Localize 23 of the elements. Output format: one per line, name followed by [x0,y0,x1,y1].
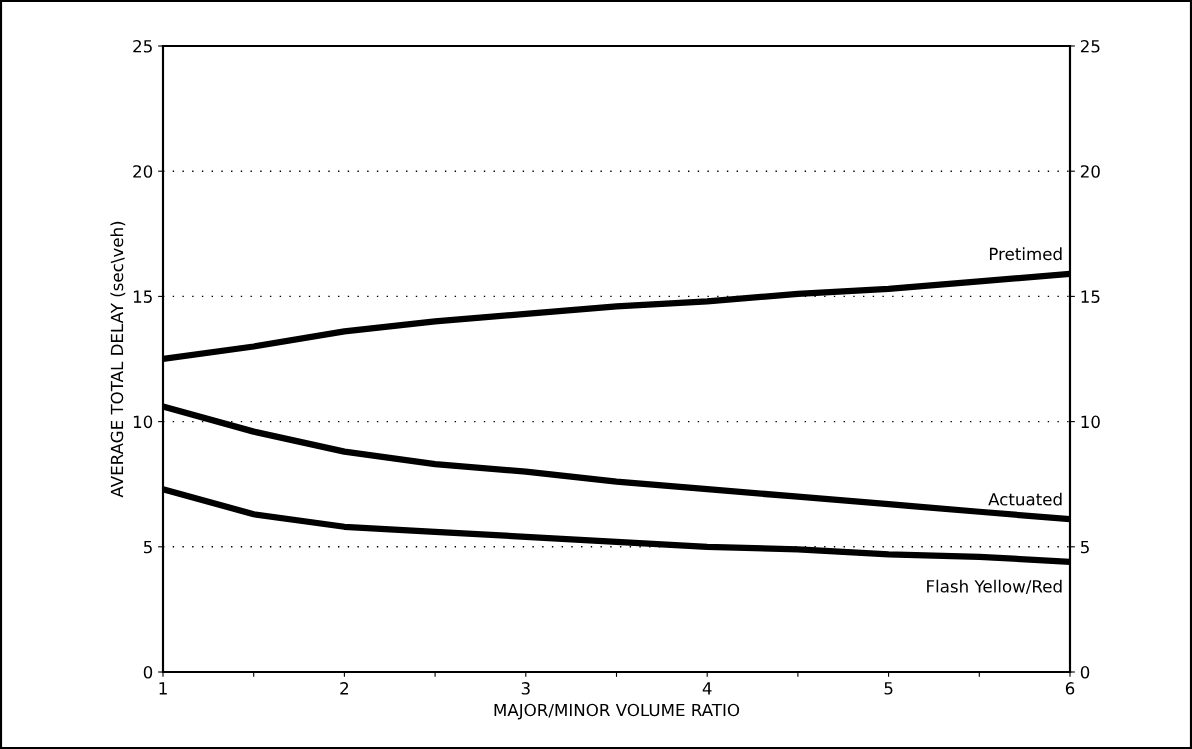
y2-tick-label: 15 [1081,290,1100,303]
series-label: Flash Yellow/Red [927,579,1062,594]
x-tick-label: 3 [521,682,530,695]
x-tick-label: 4 [702,682,712,695]
x-tick-label: 5 [884,682,893,695]
y-tick-label: 0 [143,665,153,679]
series-label: Pretimed [989,247,1062,261]
y2-tick-label: 5 [1081,540,1089,554]
y2-tick-label: 20 [1080,165,1100,178]
y-tick-label: 10 [133,415,153,429]
series-label: Actuated [988,492,1062,506]
x-axis-title: MAJOR/MINOR VOLUME RATIO [494,703,740,720]
x-tick-label: 1 [159,682,167,695]
y2-tick-label: 0 [1080,665,1090,679]
x-tick-label: 2 [340,682,349,695]
y2-tick-label: 25 [1080,39,1100,53]
y2-tick-label: 10 [1081,415,1100,429]
y-tick-label: 5 [143,540,152,554]
y-tick-label: 25 [133,39,152,53]
y-tick-label: 20 [133,165,153,178]
y-axis-title: AVERAGE TOTAL DELAY (sec\veh) [110,221,126,498]
y-tick-label: 15 [133,290,152,303]
x-tick-label: 6 [1065,682,1075,695]
